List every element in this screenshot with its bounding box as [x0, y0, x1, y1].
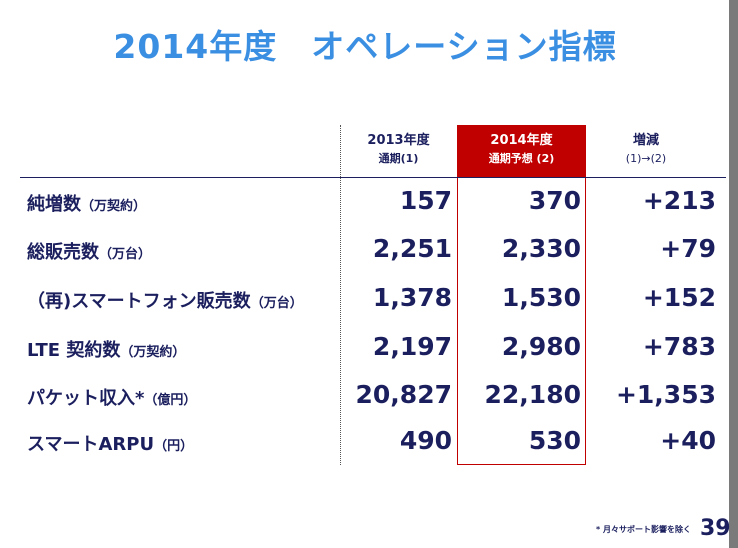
- metric-name: パケット収入*: [27, 388, 145, 409]
- row-label: スマートARPU（円）: [27, 430, 193, 456]
- header-subline: (1)→(2): [625, 152, 667, 165]
- metric-unit: （億円）: [144, 393, 197, 408]
- table-row: 総販売数（万台） 2,251 2,330 +79: [0, 230, 730, 270]
- value-2014: 22,180: [484, 380, 581, 409]
- slide-title: 2014年度 オペレーション指標: [113, 27, 617, 66]
- metric-unit: （万台）: [250, 296, 303, 311]
- header-subline: 通期予想 (2): [488, 152, 555, 165]
- footnote: * 月々サポート影響を除く: [596, 525, 691, 534]
- value-diff: +1,353: [615, 380, 716, 409]
- value-2014: 2,330: [501, 234, 581, 263]
- value-diff: +783: [642, 332, 716, 361]
- row-label: （再)スマートフォン販売数（万台）: [27, 287, 303, 313]
- value-2013: 490: [399, 426, 452, 455]
- header-line: 2014年度: [490, 133, 553, 148]
- value-2014: 530: [528, 426, 581, 455]
- value-2013: 2,251: [372, 234, 452, 263]
- header-subline: 通期(1): [378, 152, 419, 165]
- value-2014: 370: [528, 186, 581, 215]
- metric-name: 純増数: [27, 194, 81, 215]
- metric-unit: （円）: [154, 439, 194, 454]
- value-diff: +213: [642, 186, 716, 215]
- metric-name: スマートARPU: [27, 434, 155, 455]
- value-2013: 1,378: [372, 283, 452, 312]
- table-row: パケット収入*（億円） 20,827 22,180 +1,353: [0, 376, 730, 416]
- row-label: 純増数（万契約）: [27, 190, 146, 216]
- metric-unit: （万契約）: [81, 199, 147, 214]
- value-diff: +152: [642, 283, 716, 312]
- highlight-column-border: [457, 125, 586, 465]
- table-row: （再)スマートフォン販売数（万台） 1,378 1,530 +152: [0, 279, 730, 319]
- table-row: 純増数（万契約） 157 370 +213: [0, 182, 730, 222]
- header-2013: 2013年度 通期(1): [340, 132, 457, 168]
- value-diff: +79: [660, 234, 716, 263]
- header-divider: [20, 177, 726, 178]
- highlight-column-header: [457, 125, 586, 178]
- metric-name: （再)スマートフォン販売数: [27, 291, 251, 312]
- header-line: 2013年度: [367, 133, 430, 148]
- row-label: LTE 契約数（万契約）: [27, 336, 185, 362]
- value-diff: +40: [660, 426, 716, 455]
- page-number: 39: [700, 516, 731, 541]
- row-label: パケット収入*（億円）: [27, 384, 196, 410]
- row-label: 総販売数（万台）: [27, 238, 151, 264]
- metric-name: 総販売数: [27, 242, 99, 263]
- table-row: スマートARPU（円） 490 530 +40: [0, 422, 730, 462]
- header-diff: 増減 (1)→(2): [586, 132, 706, 168]
- value-2014: 1,530: [501, 283, 581, 312]
- table-row: LTE 契約数（万契約） 2,197 2,980 +783: [0, 328, 730, 368]
- value-2014: 2,980: [501, 332, 581, 361]
- metric-name: LTE 契約数: [27, 340, 121, 361]
- header-line: 増減: [632, 133, 659, 148]
- value-2013: 2,197: [372, 332, 452, 361]
- column-divider: [340, 125, 341, 465]
- metric-unit: （万契約）: [120, 345, 186, 360]
- metric-unit: （万台）: [99, 247, 152, 262]
- value-2013: 157: [399, 186, 452, 215]
- value-2013: 20,827: [355, 380, 452, 409]
- header-2014: 2014年度 通期予想 (2): [457, 132, 586, 168]
